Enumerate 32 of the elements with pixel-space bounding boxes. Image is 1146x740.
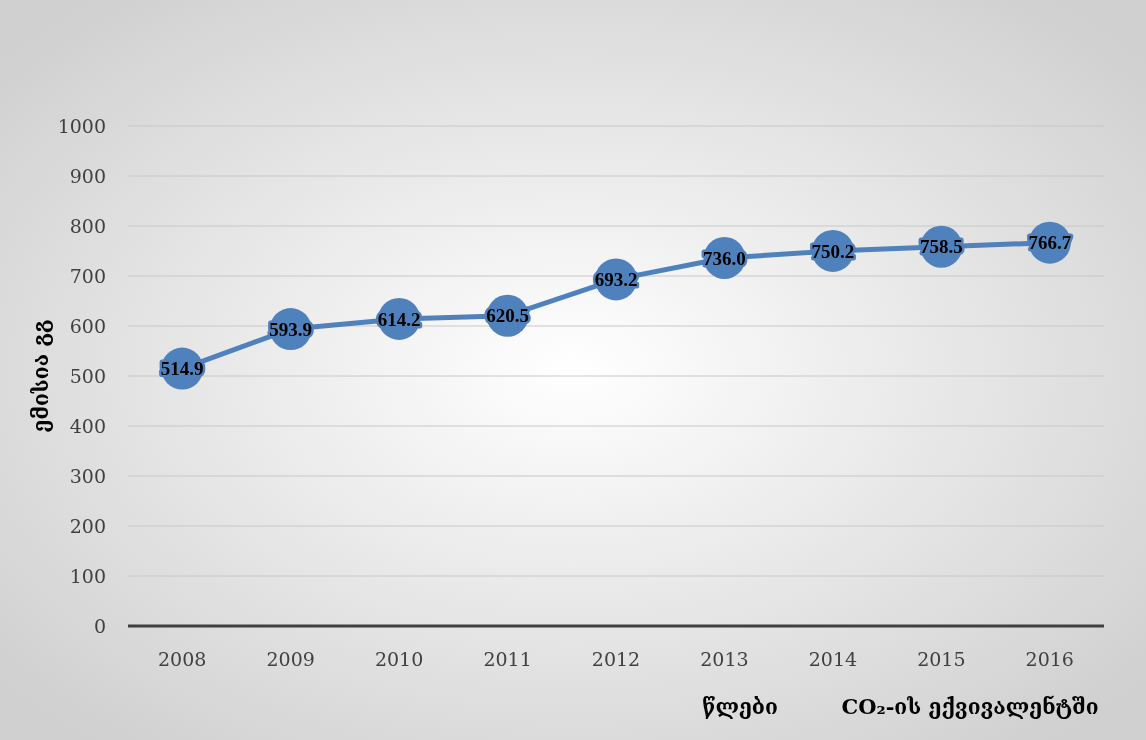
x-tick-label: 2011 — [483, 648, 532, 670]
x-tick-label: 2009 — [266, 648, 315, 670]
text: 736.0 — [703, 247, 746, 269]
text: 620.5 — [486, 305, 529, 327]
text: 750.2 — [811, 240, 855, 262]
text: 593.9 — [269, 318, 313, 340]
x-tick-label: 2013 — [700, 648, 749, 670]
y-tick-label: 600 — [69, 314, 106, 337]
x-axis-title: წლები — [702, 694, 778, 719]
y-tick-label: 0 — [93, 614, 106, 637]
text: 693.2 — [594, 269, 638, 291]
x-tick-label: 2014 — [808, 648, 858, 670]
text: 614.2 — [377, 308, 421, 330]
x-tick-label: 2010 — [374, 648, 424, 670]
text: 766.7 — [1028, 232, 1072, 254]
y-tick-label: 700 — [69, 264, 106, 287]
y-axis-title: ემისია გგ — [28, 319, 53, 433]
y-tick-label: 1000 — [57, 114, 106, 137]
x-tick-label: 2016 — [1025, 648, 1074, 670]
y-tick-label: 400 — [69, 414, 106, 437]
y-tick-label: 800 — [69, 214, 106, 237]
y-tick-label: 300 — [69, 464, 106, 487]
text: 758.5 — [919, 236, 963, 258]
y-tick-label: 100 — [69, 564, 106, 587]
y-tick-label: 900 — [69, 164, 106, 187]
x-tick-label: 2008 — [158, 648, 207, 670]
y-tick-label: 500 — [69, 364, 106, 387]
text: CO₂-ის ექვივალენტში — [841, 694, 1099, 719]
x-tick-label: 2012 — [591, 648, 641, 670]
text: 514.9 — [160, 358, 204, 380]
x-tick-label: 2015 — [917, 648, 966, 670]
y-tick-label: 200 — [69, 514, 106, 537]
